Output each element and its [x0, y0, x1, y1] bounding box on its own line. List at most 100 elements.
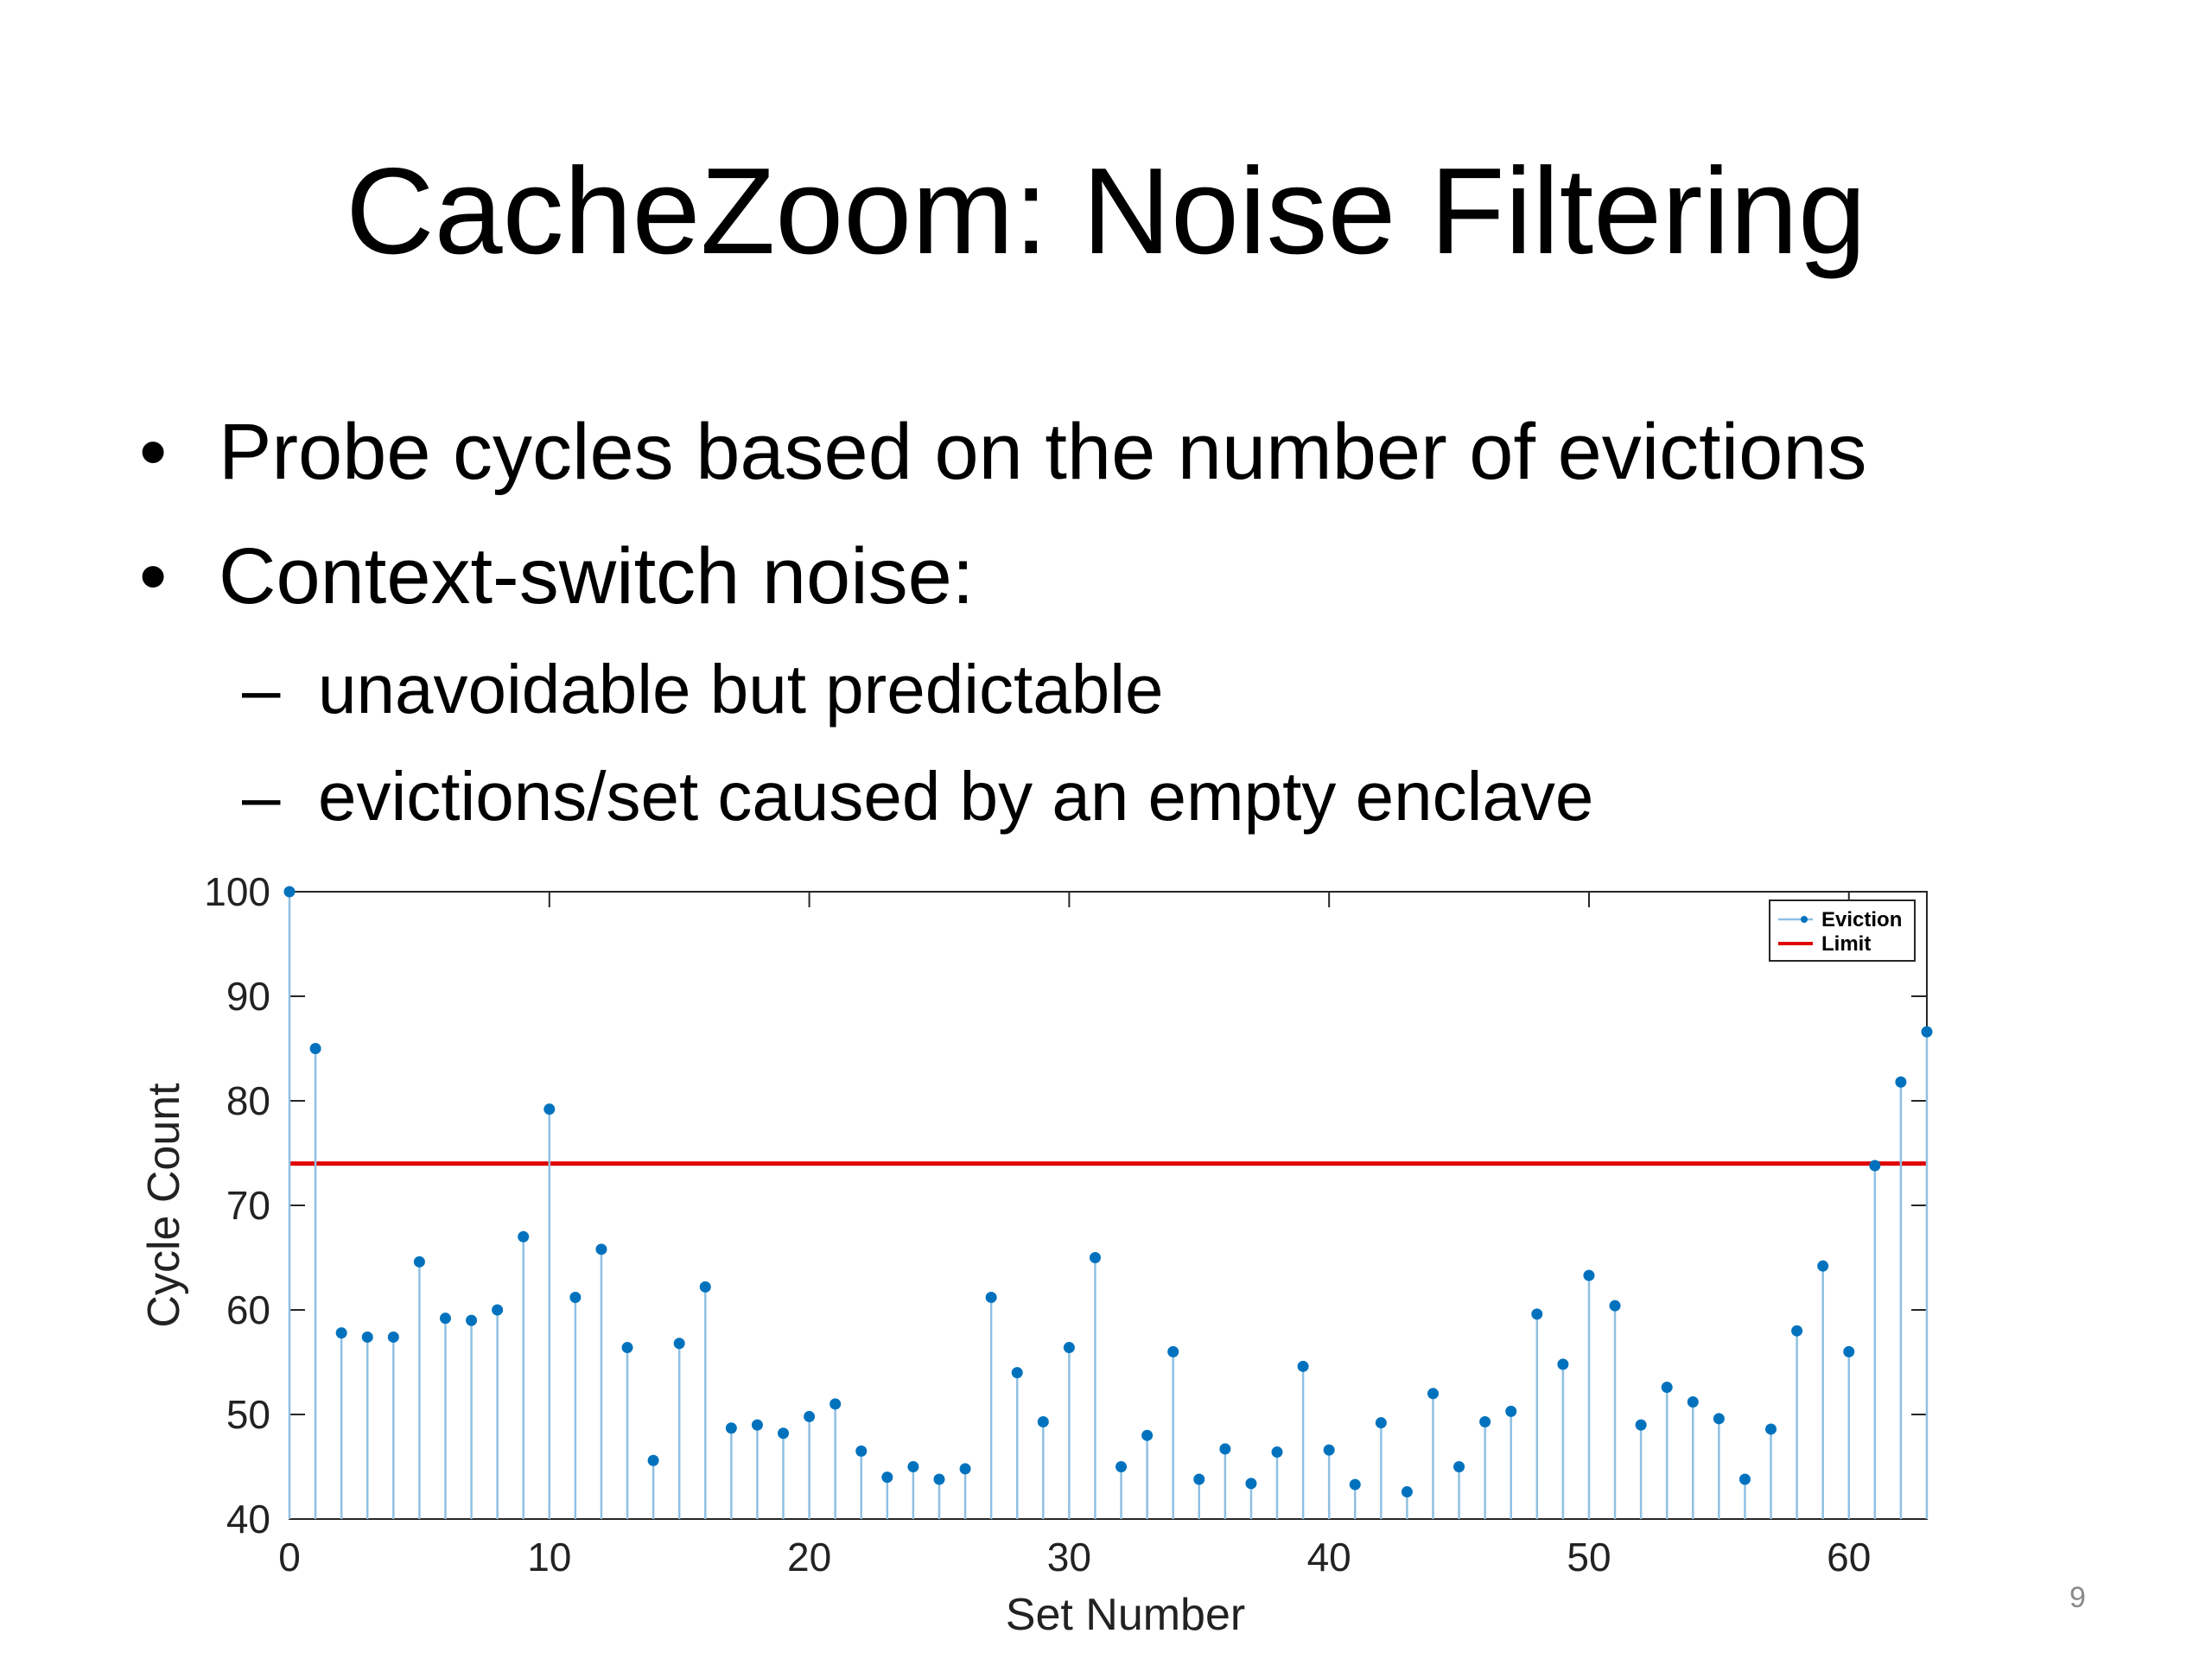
eviction-point: [1687, 1395, 1699, 1408]
eviction-point: [1349, 1478, 1361, 1491]
eviction-point: [1765, 1423, 1777, 1435]
eviction-point: [1713, 1413, 1725, 1425]
eviction-point: [1557, 1358, 1569, 1370]
eviction-point: [751, 1419, 763, 1431]
y-tick-label: 50: [226, 1392, 270, 1437]
x-tick-label: 20: [787, 1535, 831, 1580]
eviction-point: [1479, 1415, 1491, 1427]
eviction-point: [673, 1338, 685, 1350]
legend-eviction-label: Eviction: [1821, 908, 1902, 931]
bullet-text: Context-switch noise:: [219, 532, 975, 620]
legend-eviction-marker: [1801, 916, 1808, 923]
legend-box: [1769, 899, 1916, 962]
eviction-point: [309, 1043, 321, 1054]
sub-bullet-text: evictions/set caused by an empty enclave: [318, 758, 1594, 835]
sub-bullet-mark: –: [242, 651, 281, 728]
eviction-point: [283, 886, 296, 898]
y-tick-label: 80: [226, 1078, 270, 1123]
eviction-point: [492, 1304, 504, 1316]
sub-bullet-item: – unavoidable but predictable: [242, 646, 1164, 733]
eviction-point: [855, 1445, 868, 1457]
eviction-point: [595, 1243, 607, 1255]
eviction-point: [1583, 1269, 1595, 1281]
eviction-point: [647, 1454, 659, 1466]
eviction-point: [1453, 1461, 1465, 1472]
eviction-point: [1817, 1260, 1829, 1272]
eviction-point: [1401, 1486, 1413, 1498]
bullet-text: Probe cycles based on the number of evic…: [219, 408, 1867, 496]
eviction-point: [699, 1281, 711, 1293]
eviction-point: [1116, 1461, 1128, 1472]
eviction-point: [1271, 1446, 1283, 1459]
eviction-point: [1193, 1473, 1205, 1485]
eviction-point: [1505, 1405, 1517, 1417]
eviction-point: [1609, 1300, 1621, 1312]
eviction-point: [335, 1327, 347, 1339]
plot-frame: [289, 891, 1928, 1520]
bullet-mark: •: [139, 532, 168, 620]
eviction-point: [804, 1410, 816, 1422]
eviction-point: [621, 1342, 633, 1354]
eviction-point: [387, 1331, 399, 1343]
y-tick-label: 70: [226, 1183, 270, 1228]
eviction-point: [1219, 1443, 1231, 1455]
bullet-mark: •: [139, 408, 168, 496]
x-tick-label: 0: [278, 1535, 301, 1580]
y-tick-label: 60: [226, 1287, 270, 1332]
x-tick-label: 40: [1307, 1535, 1351, 1580]
eviction-point: [1738, 1473, 1751, 1485]
bullet-item: • Context-switch noise:: [139, 529, 975, 624]
eviction-point: [1869, 1160, 1881, 1172]
eviction-point: [1141, 1429, 1154, 1441]
y-tick-label: 40: [226, 1497, 270, 1541]
eviction-point: [1037, 1415, 1049, 1427]
eviction-point: [1843, 1345, 1855, 1357]
eviction-point: [439, 1313, 451, 1325]
eviction-point: [1375, 1417, 1387, 1429]
eviction-point: [361, 1331, 373, 1343]
eviction-point: [1011, 1367, 1023, 1379]
eviction-point: [933, 1473, 945, 1485]
x-tick-label: 50: [1567, 1535, 1611, 1580]
eviction-point: [778, 1427, 790, 1440]
y-tick-label: 90: [226, 974, 270, 1019]
eviction-point: [881, 1471, 893, 1484]
eviction-point: [907, 1461, 919, 1472]
eviction-point: [985, 1291, 997, 1303]
x-tick-label: 60: [1827, 1535, 1871, 1580]
eviction-point: [1245, 1478, 1257, 1490]
eviction-point: [1167, 1345, 1179, 1357]
eviction-point: [725, 1422, 737, 1434]
eviction-point: [830, 1398, 842, 1410]
eviction-point: [1427, 1388, 1439, 1400]
x-axis-label: Set Number: [1006, 1590, 1245, 1640]
eviction-point: [1323, 1444, 1335, 1456]
eviction-point: [1063, 1342, 1075, 1354]
slide-number: 9: [2069, 1581, 2086, 1614]
eviction-point: [1661, 1382, 1673, 1394]
slide-title: CacheZoom: Noise Filtering: [346, 143, 1866, 280]
sub-bullet-text: unavoidable but predictable: [318, 651, 1164, 728]
eviction-point: [959, 1463, 971, 1475]
y-axis-label: Cycle Count: [139, 1083, 189, 1328]
eviction-point: [1089, 1252, 1101, 1263]
x-tick-label: 30: [1047, 1535, 1091, 1580]
eviction-point: [1791, 1325, 1803, 1337]
eviction-point: [569, 1291, 582, 1303]
eviction-point: [1921, 1026, 1933, 1038]
eviction-point: [466, 1314, 478, 1326]
eviction-point: [413, 1255, 425, 1268]
legend-limit-label: Limit: [1821, 932, 1871, 956]
x-tick-label: 10: [527, 1535, 571, 1580]
y-tick-label: 100: [204, 869, 270, 914]
sub-bullet-mark: –: [242, 758, 281, 835]
eviction-point: [518, 1230, 530, 1243]
eviction-point: [1635, 1419, 1647, 1431]
eviction-point: [1531, 1308, 1543, 1320]
sub-bullet-item: – evictions/set caused by an empty encla…: [242, 753, 1594, 840]
eviction-point: [543, 1103, 556, 1116]
bullet-item: • Probe cycles based on the number of ev…: [139, 404, 1867, 499]
eviction-point: [1297, 1360, 1309, 1372]
eviction-point: [1895, 1076, 1907, 1088]
